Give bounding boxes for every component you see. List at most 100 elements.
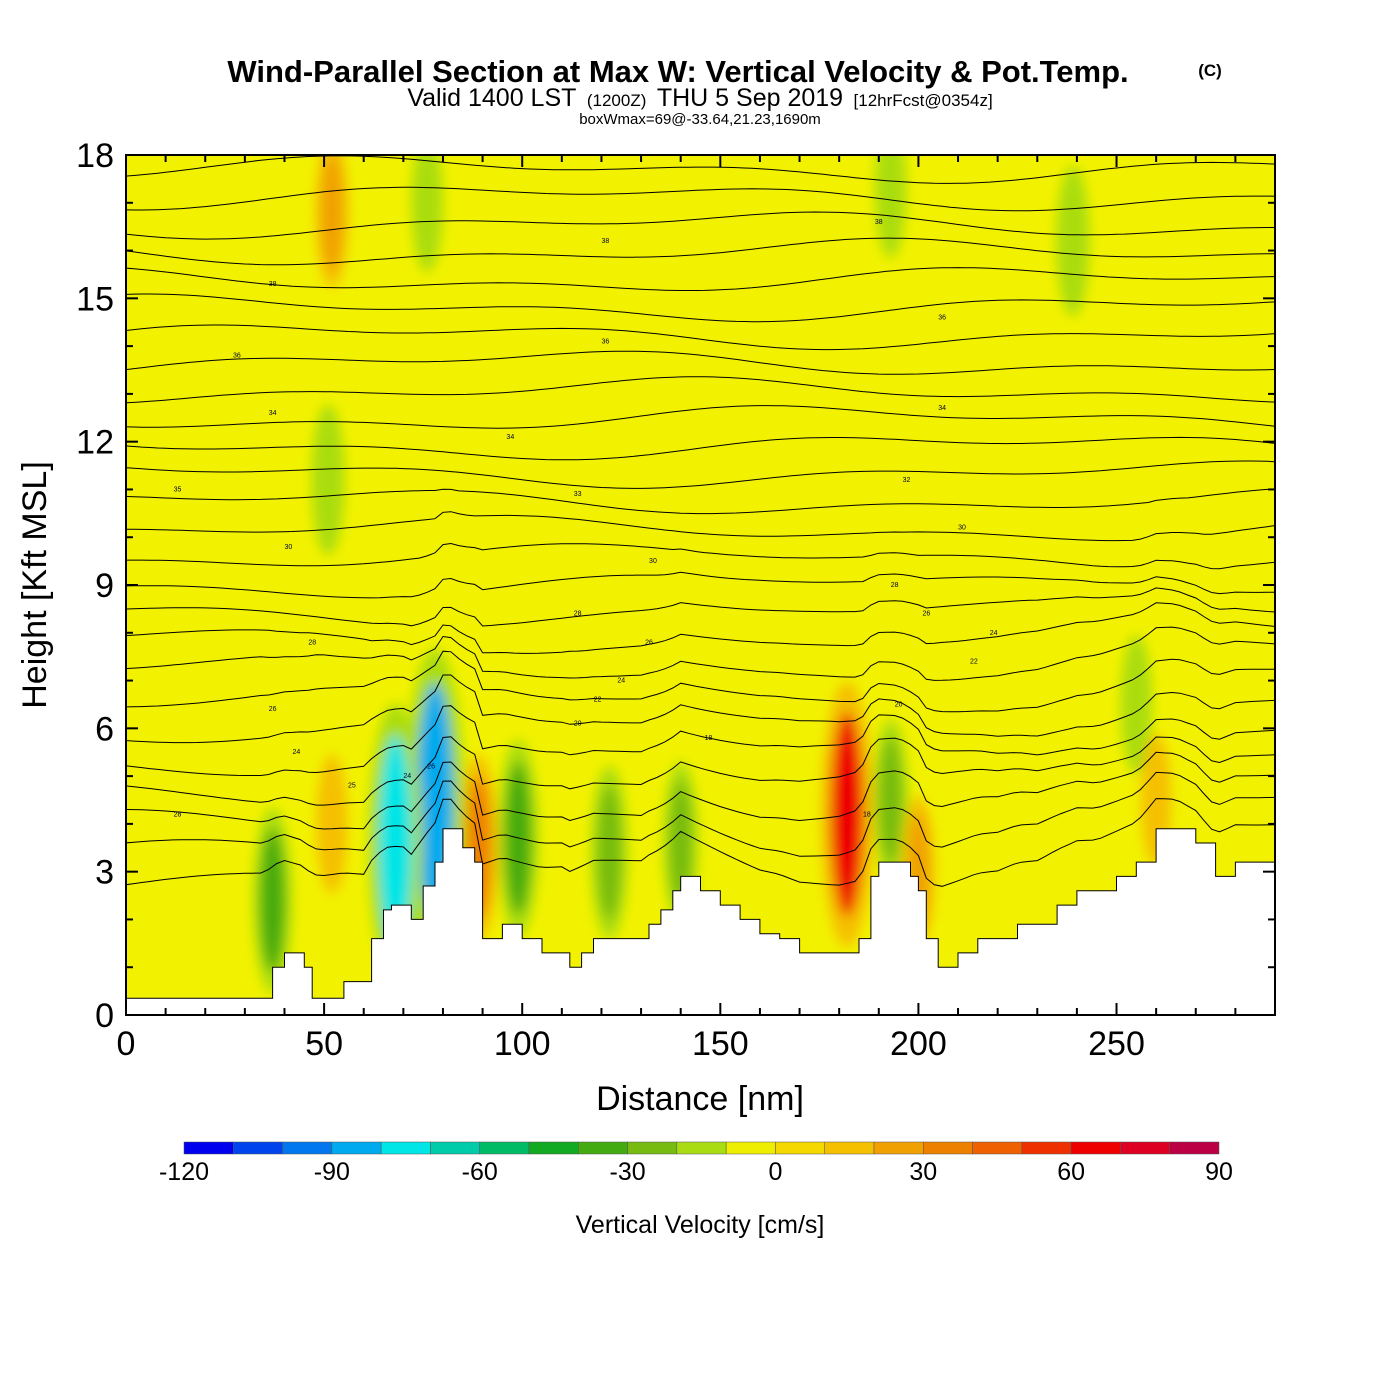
colorbar-swatch [282,1141,333,1155]
box-wmax-info: boxWmax=69@-33.64,21.23,1690m [579,111,821,128]
velocity-feature [260,828,285,972]
contour-label: 34 [506,434,514,441]
chart-subtitle: Valid 1400 LST (1200Z) THU 5 Sep 2019 [1… [407,84,992,112]
forecast-info: [12hrFcst@0354z] [854,91,993,110]
velocity-feature [1146,749,1166,851]
x-tick-label: 250 [1088,1025,1145,1063]
theta-contour [126,436,1275,461]
colorbar-tick-label: -120 [159,1158,209,1186]
colorbar-swatch [1021,1141,1072,1155]
contour-label: 28 [174,811,182,818]
colorbar-swatch [725,1141,776,1155]
theta-contour [126,211,1275,240]
contour-label: 26 [269,706,277,713]
velocity-feature [830,712,864,917]
y-tick-label: 6 [95,710,114,748]
contour-label: 30 [958,525,966,532]
colorbar-swatch [1070,1141,1121,1155]
theta-contour [126,798,1275,887]
contour-label: 35 [174,486,182,493]
y-tick-label: 3 [95,854,114,892]
contour-label: 34 [269,410,277,417]
contour-label: 18 [863,811,871,818]
x-tick-label: 0 [117,1025,136,1063]
theta-contour [126,186,1275,212]
contour-label: 30 [649,558,657,565]
theta-contour [126,350,1275,375]
theta-contour [126,542,1275,570]
y-tick-label: 0 [95,997,114,1035]
contour-label: 28 [308,639,316,646]
theta-contour [126,602,1275,654]
colorbar-swatch [972,1141,1023,1155]
colorbar-tick-label: 60 [1057,1158,1085,1186]
y-tick-label: 9 [95,567,114,605]
contour-label: 33 [574,491,582,498]
contour-label: 36 [233,353,241,360]
contour-label: 24 [403,773,411,780]
theta-contour [126,771,1275,857]
y-tick-label: 15 [76,280,114,318]
theta-contour [126,127,1275,152]
theta-contour [126,324,1275,351]
y-tick-label: 12 [76,424,114,462]
chart-title: Wind-Parallel Section at Max W: Vertical… [227,54,1128,89]
x-tick-label: 100 [494,1025,551,1063]
colorbar-swatch [331,1141,382,1155]
contour-label: 26 [922,611,930,618]
valid-date: THU 5 Sep 2019 [657,84,843,112]
contour-label: 36 [938,314,946,321]
colorbar-swatch [775,1141,825,1155]
contour-label: 18 [705,735,713,742]
x-tick-label: 50 [305,1025,343,1063]
contour-label: 22 [970,658,978,665]
colorbar-tick-label: -90 [314,1158,350,1186]
velocity-feature [597,785,621,920]
contour-label: 38 [269,281,277,288]
velocity-feature [322,770,342,878]
velocity-feature [321,155,343,271]
velocity-feature [1126,650,1147,758]
plot-area: 38 36 34 35 30 28 26 24 28 25 24 26 38 36 34 33 30 28 26 24… [126,127,1275,1015]
theta-contour [126,376,1275,404]
colorbar-swatch [824,1141,875,1155]
x-tick-label: 200 [890,1025,947,1063]
contour-label: 20 [895,701,903,708]
theta-contours [126,127,1275,887]
velocity-feature [378,735,413,951]
x-axis-label: Distance [nm] [596,1080,804,1118]
colorbar-swatch [380,1141,431,1155]
theta-contour [126,405,1275,429]
theta-contour [126,751,1275,830]
contour-label: 36 [602,338,610,345]
theta-contour [126,587,1275,627]
contour-label: 34 [938,405,946,412]
x-axis: 0 50 100 150 200 250 [117,155,1276,1063]
valid-time: Valid 1400 LST [407,84,576,112]
x-tick-label: 150 [692,1025,749,1063]
colorbar-swatch [183,1141,234,1155]
theta-contour [126,674,1275,744]
colorbar-swatch [528,1141,579,1155]
contour-label: 26 [427,764,435,771]
contour-label: 30 [285,544,293,551]
contour-label: 25 [348,783,356,790]
colorbar: -120 -90 -60 -30 0 30 60 90 [159,1141,1233,1186]
velocity-feature [880,155,901,242]
contour-label: 26 [645,639,653,646]
valid-utc: (1200Z) [587,91,647,110]
contour-label: 24 [617,678,625,685]
colorbar-tick-label: 30 [909,1158,937,1186]
colorbar-swatch [923,1141,973,1155]
contour-label: 20 [574,721,582,728]
theta-contour [126,736,1275,806]
theta-contour [126,650,1275,713]
theta-contour [126,511,1275,542]
contour-label: 38 [875,219,883,226]
theta-contour [126,488,1275,515]
contour-label: 24 [292,749,300,756]
y-tick-label: 18 [76,137,114,175]
theta-contour [126,626,1275,681]
colorbar-tick-label: -30 [610,1158,646,1186]
